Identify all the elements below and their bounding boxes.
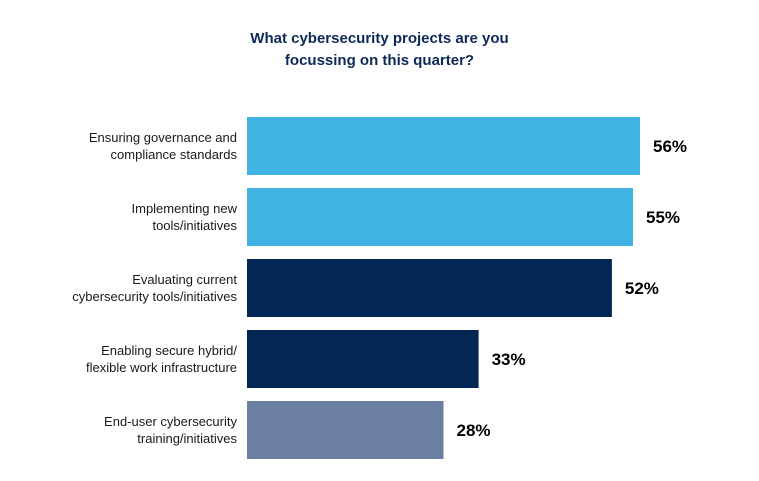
category-label-4: Enabling secure hybrid/flexible work inf…	[86, 343, 237, 375]
bar-3	[247, 259, 612, 317]
category-label-2: Implementing new tools/initiatives	[132, 201, 238, 233]
value-label-5: 28%	[457, 421, 491, 440]
bar-1	[247, 117, 640, 175]
bar-4	[247, 330, 479, 388]
value-label-2: 55%	[646, 208, 680, 227]
value-label-1: 56%	[653, 137, 687, 156]
category-label-5: End-user cybersecurity training/initiativ…	[104, 414, 237, 446]
category-label-1: Ensuring governance and compliance standa…	[89, 130, 238, 162]
value-label-3: 52%	[625, 279, 659, 298]
value-label-4: 33%	[492, 350, 526, 369]
category-label-3: Evaluating current cybersecurity tools/in…	[72, 272, 237, 304]
bar-5	[247, 401, 444, 459]
chart-title: What cybersecurity projects are you focu…	[250, 30, 509, 69]
bar-2	[247, 188, 633, 246]
